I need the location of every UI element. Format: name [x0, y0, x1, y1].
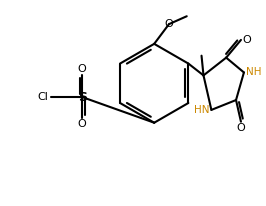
- Text: O: O: [242, 35, 251, 45]
- Text: HN: HN: [194, 105, 209, 115]
- Text: O: O: [236, 123, 245, 133]
- Text: Cl: Cl: [38, 92, 49, 102]
- Text: O: O: [78, 64, 87, 74]
- Text: S: S: [78, 91, 87, 104]
- Text: NH: NH: [246, 67, 261, 77]
- Text: O: O: [78, 119, 87, 129]
- Text: O: O: [165, 19, 173, 29]
